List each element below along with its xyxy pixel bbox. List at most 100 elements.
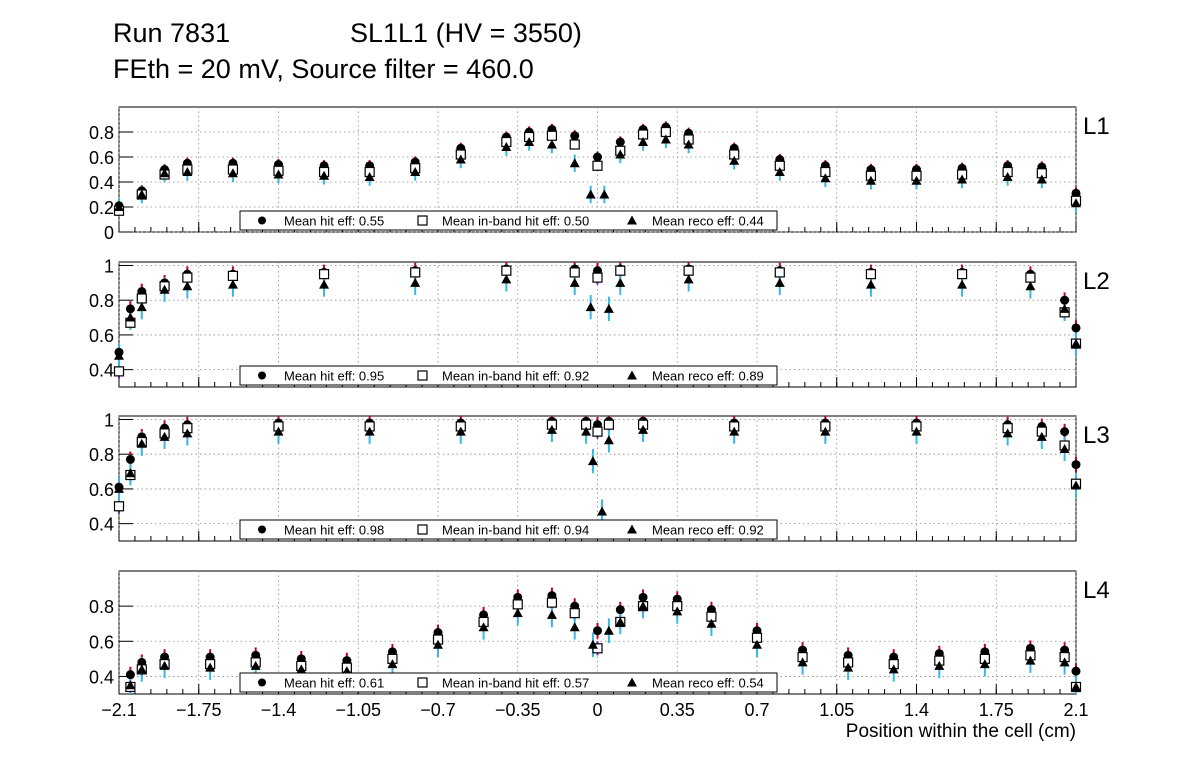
reco-eff-point (597, 506, 608, 516)
hit-eff-point (615, 137, 625, 147)
y-tick-label: 0.4 (89, 173, 114, 193)
inband-eff-point (136, 293, 147, 304)
reco-eff-point (182, 167, 193, 176)
reco-eff-point (136, 438, 147, 448)
legend-hit-marker (258, 525, 266, 534)
reco-eff-point (387, 659, 398, 669)
layer-label: L4 (1083, 577, 1110, 604)
reco-eff-point (638, 601, 649, 611)
run-label: Run 7831 (113, 18, 230, 48)
legend: Mean hit eff: 0.95 Mean in-band hit eff: … (239, 365, 778, 386)
panel-l2: 0.4 0.6 0.8 1 L2 Mean hit eff: 0.95 Mean in-ba… (89, 256, 1110, 388)
y-tick-label: 1 (104, 256, 114, 276)
reco-eff-point (410, 277, 421, 287)
reco-eff-point (136, 664, 147, 674)
reco-eff-point (546, 424, 557, 434)
inband-eff-point (592, 160, 603, 171)
layer-label: L3 (1083, 422, 1110, 449)
reco-eff-point (125, 312, 136, 322)
reco-eff-point (911, 175, 922, 185)
reco-eff-point (729, 155, 740, 165)
hit-eff-point (593, 152, 602, 162)
reco-eff-point (114, 350, 124, 360)
hit-eff-point (125, 670, 135, 680)
hit-eff-point (125, 304, 135, 314)
legend-reco-marker (627, 215, 637, 225)
reco-eff-point (159, 168, 170, 178)
reco-eff-point (159, 660, 170, 670)
reco-eff-point (638, 424, 649, 434)
inband-eff-point (592, 272, 603, 283)
x-axis-label: Position within the cell (cm) (846, 721, 1076, 742)
reco-eff-point (683, 139, 694, 149)
y-tick-label: 0.8 (89, 123, 114, 143)
legend-inband-marker (417, 215, 428, 226)
y-tick-label: 0.6 (89, 148, 114, 168)
hit-eff-point (1071, 666, 1081, 676)
layer-label: L2 (1083, 268, 1110, 295)
reco-eff-point (1059, 657, 1070, 667)
reco-eff-point (182, 428, 193, 438)
legend-hit-text: Mean hit eff: 0.98 (284, 523, 384, 538)
reco-eff-point (546, 139, 557, 149)
inband-eff-point (774, 267, 785, 278)
legend-inband-marker (417, 677, 428, 688)
reco-eff-point (820, 426, 831, 436)
hit-eff-point (638, 592, 648, 602)
x-tick-label: −1.4 (261, 700, 297, 720)
reco-eff-point (1025, 281, 1036, 291)
reco-eff-point (672, 606, 683, 616)
legend-reco-text: Mean reco eff: 0.92 (652, 523, 764, 538)
y-tick-label: 0 (104, 223, 114, 243)
y-tick-label: 0.8 (89, 597, 114, 617)
x-tick-label: −0.35 (495, 700, 541, 720)
reco-eff-point (865, 175, 876, 185)
y-tick-label: 0.8 (89, 291, 114, 311)
legend-inband-text: Mean in-band hit eff: 0.94 (442, 523, 589, 538)
legend-frame (239, 519, 778, 540)
y-tick-label: 0.4 (89, 667, 114, 687)
reco-eff-point (603, 435, 614, 445)
legend: Mean hit eff: 0.98 Mean in-band hit eff: … (239, 519, 778, 540)
y-tick-label: 0.4 (89, 515, 114, 535)
legend-frame (239, 672, 778, 693)
reco-eff-point (159, 284, 170, 294)
x-tick-label: −1.75 (176, 700, 222, 720)
inband-eff-point (865, 269, 877, 280)
inband-eff-point (546, 130, 558, 141)
reco-eff-point (512, 608, 523, 618)
legend-reco-marker (627, 677, 637, 687)
legend-reco-marker (627, 524, 637, 534)
reco-eff-point (569, 158, 580, 168)
reco-eff-point (569, 277, 580, 287)
legend-inband-text: Mean in-band hit eff: 0.50 (442, 214, 589, 229)
reco-eff-point (136, 189, 147, 199)
reco-eff-point (774, 277, 785, 287)
panel-l1: 0 0.2 0.4 0.6 0.8 L1 Mean hit eff: 0.55 Mean in… (89, 106, 1110, 243)
inband-eff-point (318, 269, 330, 280)
inband-eff-point (182, 272, 193, 283)
reco-eff-point (957, 279, 968, 289)
inband-eff-point (615, 265, 626, 276)
reco-eff-point (1071, 480, 1081, 490)
legend-reco-marker (627, 370, 637, 380)
reco-eff-point (410, 167, 421, 176)
reco-eff-point (585, 189, 596, 199)
y-tick-label: 0.4 (89, 361, 114, 381)
legend-hit-marker (258, 216, 266, 225)
reco-eff-point (1059, 443, 1070, 453)
reco-eff-point (979, 659, 990, 669)
inband-eff-point (569, 608, 580, 619)
legend-hit-text: Mean hit eff: 0.95 (284, 369, 384, 384)
reco-eff-point (599, 189, 610, 199)
hit-eff-point (1060, 295, 1070, 305)
x-tick-label: −0.7 (420, 700, 456, 720)
reco-eff-point (1071, 338, 1081, 348)
reco-eff-point (364, 172, 375, 181)
reco-eff-point (569, 622, 580, 632)
legend-hit-marker (258, 371, 266, 380)
reco-eff-point (683, 274, 694, 284)
reco-eff-point (752, 639, 762, 649)
reco-eff-point (227, 168, 238, 178)
reco-eff-point (615, 149, 626, 159)
